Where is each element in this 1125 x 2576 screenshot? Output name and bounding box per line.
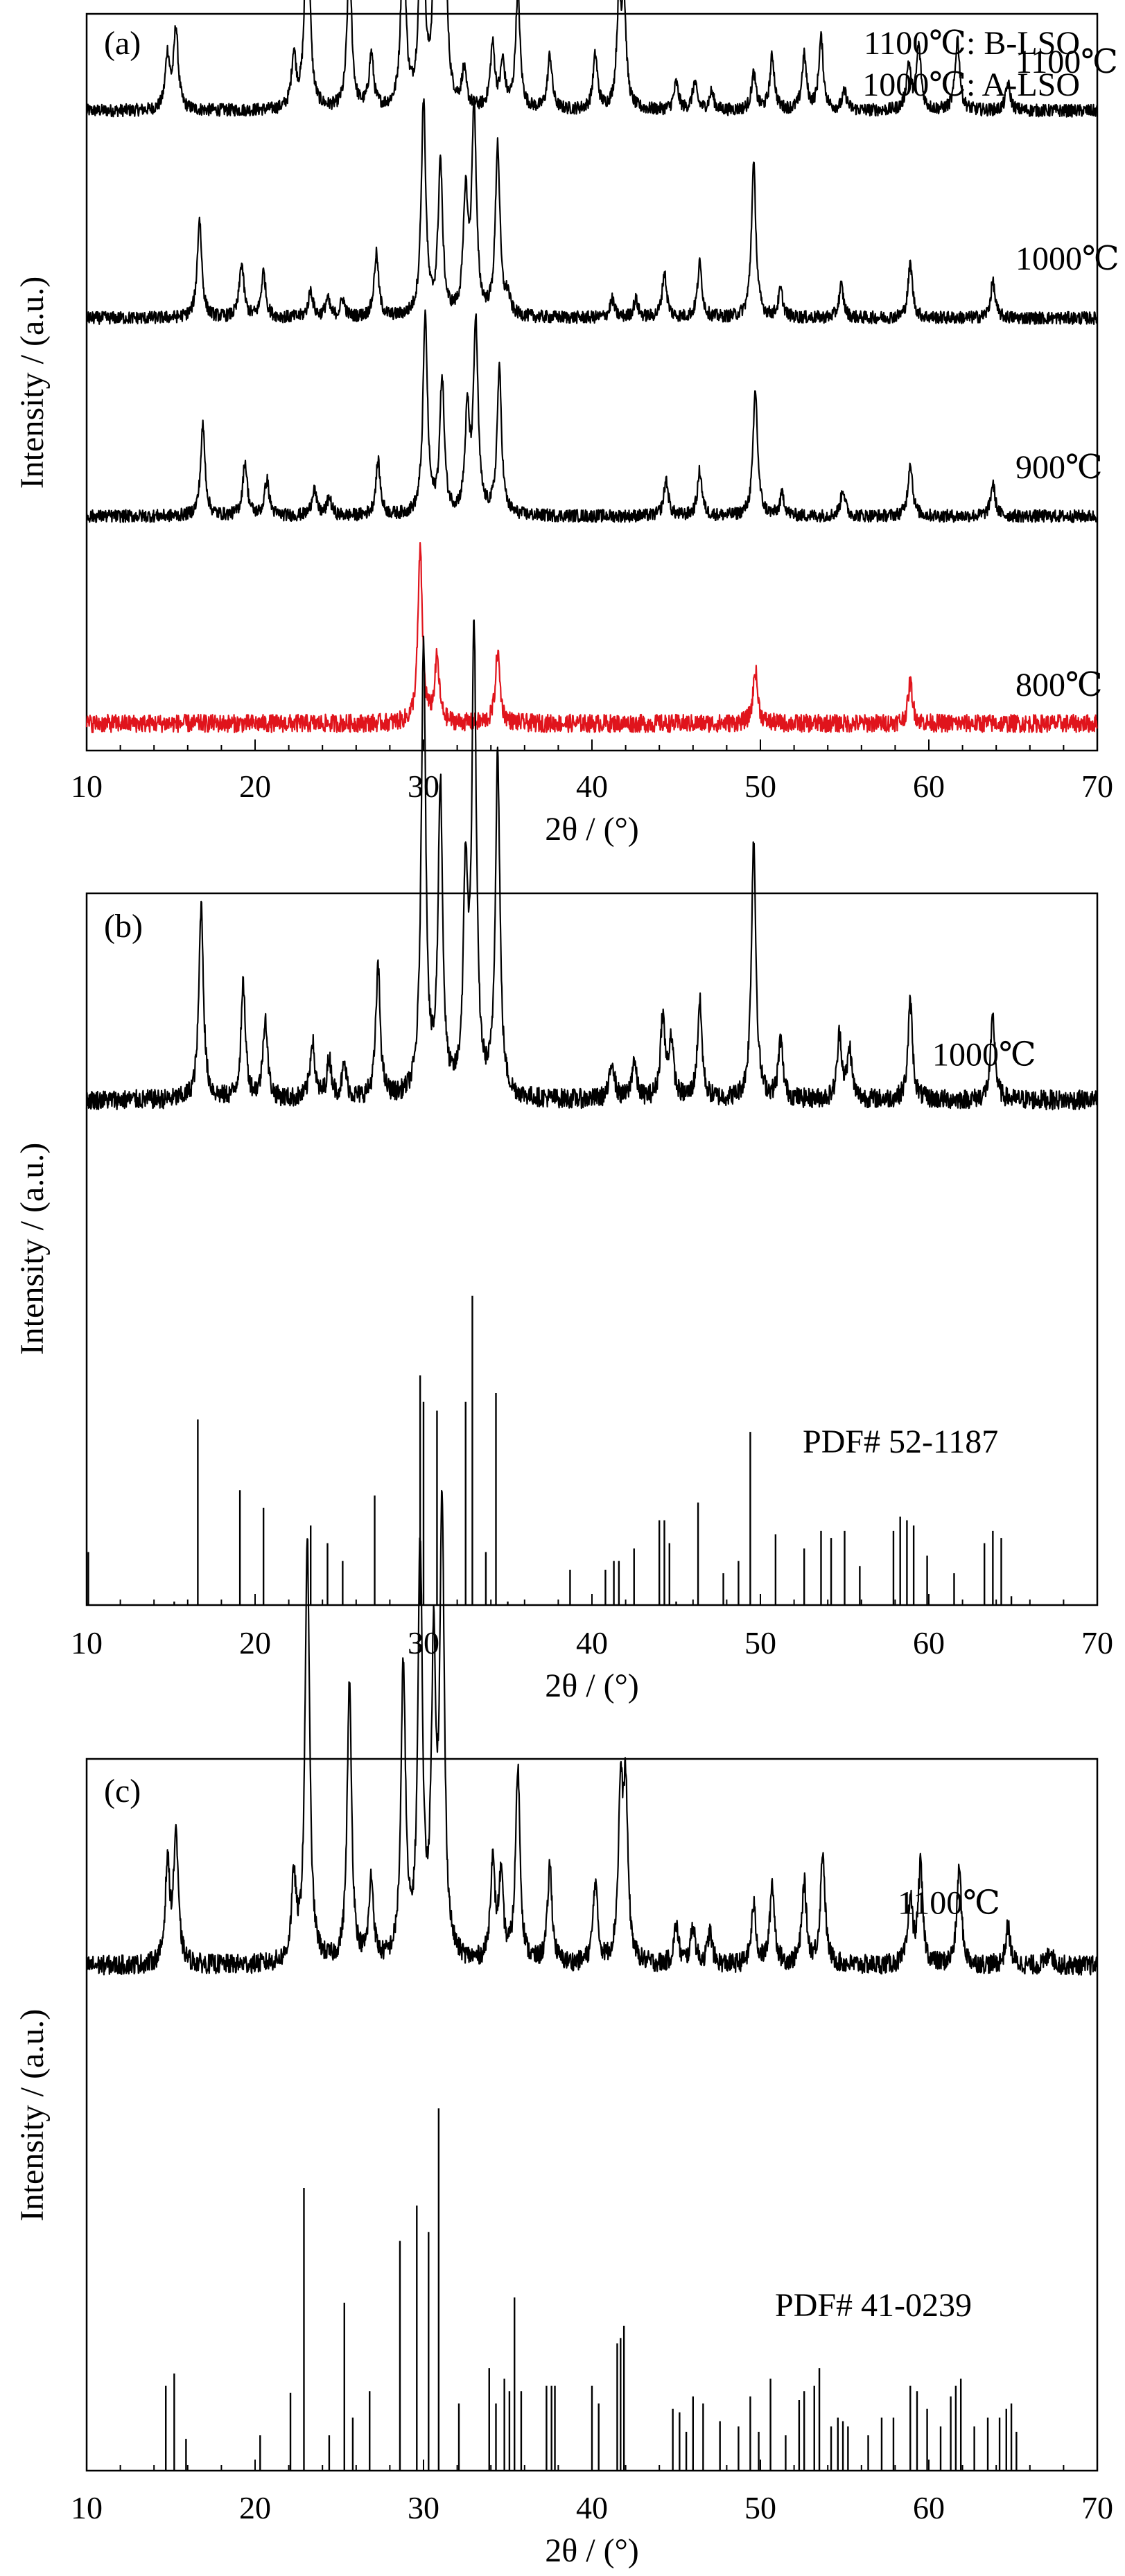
x-tick-label: 60: [913, 769, 945, 804]
panel-b-plot-frame: [85, 892, 1099, 1606]
x-tick-label: 10: [71, 1625, 103, 1661]
x-tick-label: 70: [1081, 1625, 1113, 1661]
panel-c-xtick-labels: 10 20 30 40 50 60 70: [71, 2490, 1113, 2525]
panel-c-ylabel: Intensity / (a.u.): [14, 2009, 51, 2222]
panel-b-label: (b): [104, 908, 143, 945]
panel-a-trace-labels: 1100℃ 1000℃ 900℃ 800℃: [1015, 44, 1119, 703]
panel-a-label: (a): [104, 25, 141, 62]
panel-b-xlabel: 2θ / (°): [545, 1667, 639, 1704]
panel-c-xlabel: 2θ / (°): [545, 2532, 639, 2569]
series-trace: [85, 619, 1099, 1111]
series-label: 1000℃: [932, 1037, 1036, 1074]
series-label: 800℃: [1015, 667, 1103, 703]
panel-a-traces: [85, 0, 1099, 733]
panel-b-ylabel: Intensity / (a.u.): [14, 1143, 51, 1356]
series-trace: [86, 96, 1099, 325]
panel-b: 1000℃ (b) PDF# 52-1187 10 20 30 40 50 60 70 2θ…: [14, 619, 1113, 1704]
x-tick-label: 20: [239, 2490, 271, 2525]
series-label: 1000℃: [1015, 240, 1119, 277]
x-tick-label: 20: [239, 769, 271, 804]
x-tick-label: 40: [576, 2490, 608, 2525]
panel-c-reference-lines: [165, 2108, 1018, 2471]
panel-a-ticks: [86, 739, 1098, 751]
x-tick-label: 30: [408, 2490, 439, 2525]
x-tick-label: 60: [913, 1625, 945, 1661]
panel-c-ticks: [86, 2460, 1098, 2471]
x-tick-label: 70: [1081, 2490, 1113, 2525]
panel-a-plot-frame: [85, 12, 1099, 752]
x-tick-label: 40: [576, 769, 608, 804]
x-tick-label: 10: [71, 2490, 103, 2525]
panel-c-plot-frame: [85, 1758, 1099, 2472]
panel-a-xlabel: 2θ / (°): [545, 811, 639, 848]
annotation-b-lso: 1100℃: B-LSO: [864, 25, 1080, 62]
panel-c-trace-labels: 1100℃: [898, 1885, 1000, 1922]
series-label: 1100℃: [898, 1885, 1000, 1922]
panel-a-ylabel: Intensity / (a.u.): [14, 277, 51, 489]
panel-c-reference-name: PDF# 41-0239: [775, 2287, 972, 2324]
x-tick-label: 40: [576, 1625, 608, 1661]
series-label: 900℃: [1015, 449, 1103, 486]
x-tick-label: 20: [239, 1625, 271, 1661]
x-tick-label: 70: [1081, 769, 1113, 804]
panel-b-ticks: [86, 1594, 1098, 1605]
x-tick-label: 50: [744, 2490, 776, 2525]
series-trace: [85, 0, 1098, 118]
panel-b-xtick-labels: 10 20 30 40 50 60 70: [71, 1625, 1113, 1661]
panel-b-traces: [85, 619, 1099, 1111]
x-tick-label: 60: [913, 2490, 945, 2525]
panel-b-trace-labels: 1000℃: [932, 1037, 1036, 1074]
panel-a-xtick-labels: 10 20 30 40 50 60 70: [71, 769, 1113, 804]
panel-b-reference-name: PDF# 52-1187: [803, 1423, 998, 1460]
panel-c: 1100℃ (c) PDF# 41-0239 10 20 30 40 50 60 70 2θ…: [14, 1489, 1113, 2569]
panel-c-label: (c): [104, 1773, 141, 1810]
series-trace: [85, 542, 1098, 733]
x-tick-label: 50: [744, 1625, 776, 1661]
series-trace: [85, 309, 1098, 523]
x-tick-label: 50: [744, 769, 776, 804]
panel-a: 1100℃ 1000℃ 900℃ 800℃ (a) 1100℃: B-LSO 1000…: [14, 0, 1119, 848]
annotation-a-lso: 1000℃: A-LSO: [862, 67, 1080, 103]
panel-c-traces: [85, 1489, 1098, 1976]
series-label: 1100℃: [1015, 44, 1118, 80]
x-tick-label: 30: [408, 769, 439, 804]
series-trace: [85, 1489, 1098, 1976]
panel-b-reference-lines: [87, 1295, 1013, 1605]
x-tick-label: 10: [71, 769, 103, 804]
